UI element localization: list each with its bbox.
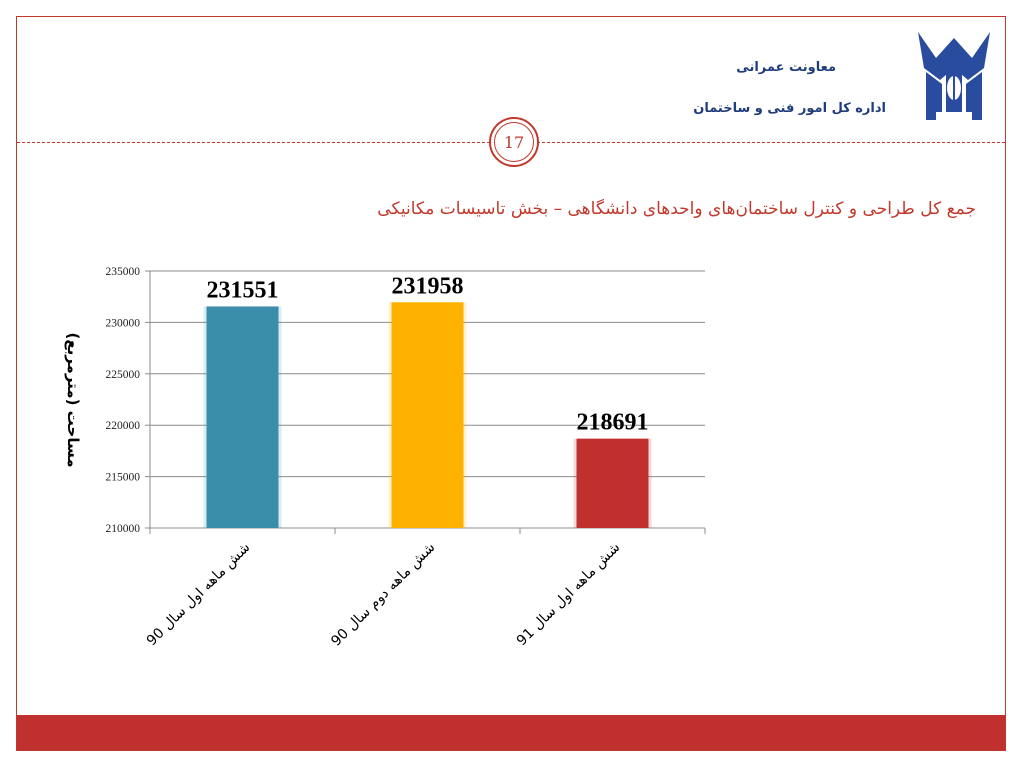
y-tick-label: 235000 <box>106 266 141 278</box>
y-tick-label: 230000 <box>106 317 141 329</box>
chart-title: جمع کل طراحی و کنترل ساختمان‌های واحدهای… <box>377 199 976 219</box>
y-tick-label: 220000 <box>106 420 141 432</box>
data-label: 231551 <box>207 277 279 303</box>
data-label: 218691 <box>577 410 649 436</box>
office-title: اداره کل امور فنی و ساختمان <box>693 101 886 116</box>
category-label: شش ماهه اول سال 90 <box>144 540 254 650</box>
bar-chart: 210000 215000 220000 225000 230000 235000 مساح… <box>64 266 706 650</box>
university-logo <box>914 28 994 130</box>
y-axis-label: مساحت (مترمربع) <box>64 332 82 467</box>
slide-frame <box>16 16 1006 751</box>
category-label: شش ماهه دوم سال 90 <box>328 540 438 650</box>
page-number-badge: 17 <box>489 117 539 167</box>
bar <box>391 302 464 528</box>
data-label: 231958 <box>392 273 464 299</box>
page-number: 17 <box>494 122 534 162</box>
bar <box>576 438 649 528</box>
footer-bar <box>17 715 1005 750</box>
y-tick-label: 215000 <box>106 472 141 484</box>
y-tick-label: 210000 <box>106 523 141 535</box>
category-label: شش ماهه اول سال 91 <box>514 540 624 650</box>
bar <box>206 306 279 528</box>
y-tick-label: 225000 <box>106 369 141 381</box>
department-title: معاونت عمرانی <box>736 60 836 75</box>
